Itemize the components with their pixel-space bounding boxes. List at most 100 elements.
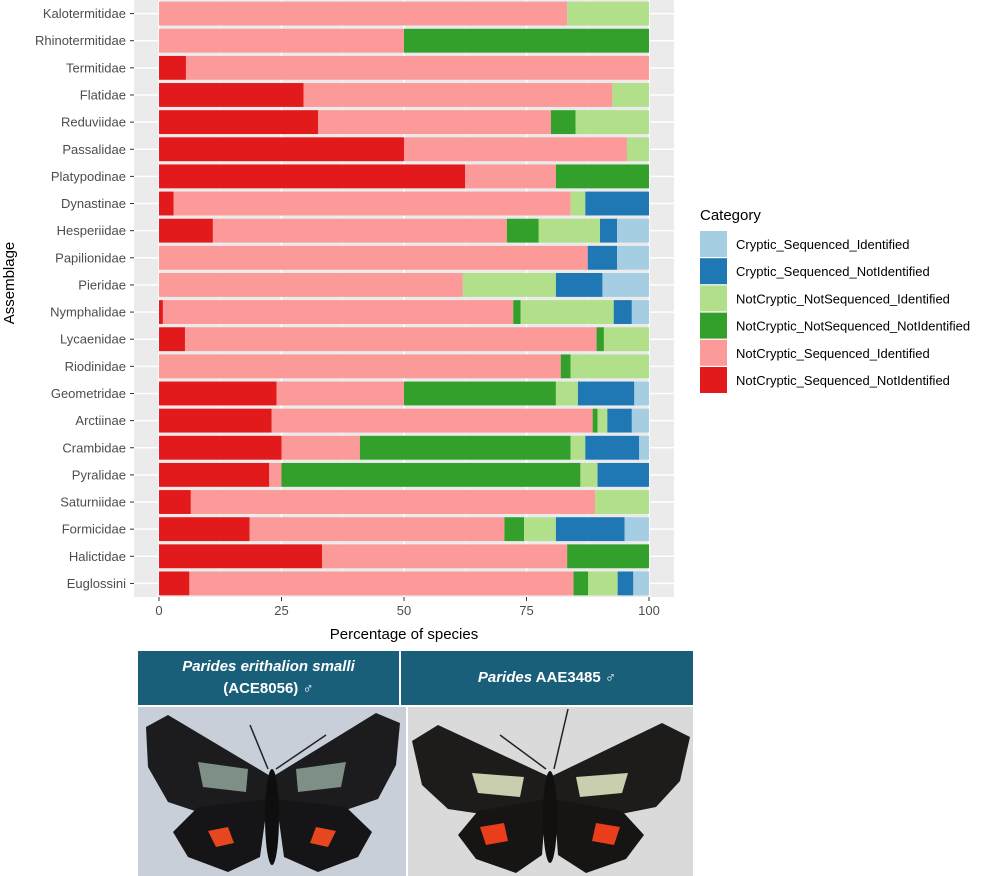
bar-segment [602, 272, 649, 297]
y-tick-label: Euglossini [67, 576, 126, 591]
stacked-bar-chart: Kalotermitidae Rhinotermitidae Termitidae F… [1, 0, 970, 643]
y-tick-label: Crambidae [62, 440, 126, 455]
bar-segment [212, 218, 507, 243]
bar-segment [555, 164, 649, 189]
x-tick-label: 50 [397, 603, 411, 618]
bar-segment [359, 435, 571, 460]
bar-segment [159, 300, 163, 325]
bar-segment [624, 517, 649, 542]
bar-segment [555, 381, 578, 406]
bar-segment [513, 300, 521, 325]
y-tick-label: Termitidae [66, 60, 126, 75]
bar-segment [159, 218, 213, 243]
bar-segment [404, 28, 649, 53]
legend-swatch [700, 367, 727, 393]
bar-segment [634, 381, 649, 406]
y-tick-label: Pieridae [78, 277, 126, 292]
bar-segment [555, 272, 603, 297]
bar-segment [189, 571, 574, 596]
y-tick-label: Saturniidae [60, 495, 126, 510]
bar-segment [276, 381, 404, 406]
bar-segment [303, 83, 613, 107]
bar-segment [506, 218, 539, 243]
bar-segment [159, 381, 277, 406]
y-tick-label: Platypodinae [51, 169, 126, 184]
bar-segment [600, 218, 618, 243]
bar-segment [281, 435, 360, 460]
bar-segment [617, 571, 634, 596]
specimen-name-left: Parides erithalion smalli [182, 658, 355, 675]
x-tick-label: 25 [274, 603, 288, 618]
x-axis-title: Percentage of species [330, 626, 478, 643]
bar-segment [580, 462, 598, 487]
y-tick-label: Pyralidae [72, 467, 126, 482]
bar-segment [159, 354, 561, 379]
bar-segment [570, 435, 586, 460]
bar-segment [159, 462, 270, 487]
bar-segment [159, 110, 319, 135]
y-tick-label: Passalidae [62, 142, 126, 157]
bar-segment [318, 110, 551, 135]
legend-label: NotCryptic_Sequenced_Identified [736, 346, 930, 361]
bar-segment [159, 245, 588, 270]
bar-segment [462, 272, 556, 297]
bar-segment [162, 300, 514, 325]
y-tick-label: Dynastinae [61, 196, 126, 211]
specimen-header-right: Parides AAE3485 ♂ [401, 651, 693, 705]
bar-segment [520, 300, 614, 325]
y-tick-label: Formicidae [62, 522, 126, 537]
bar-segment [570, 354, 649, 379]
bar-segment [588, 571, 618, 596]
bar-segment [597, 408, 608, 433]
bar-segment [173, 191, 571, 216]
bar-segment [159, 164, 466, 189]
bar-segment [613, 300, 632, 325]
bar-segment [504, 517, 525, 542]
y-tick-label: Rhinotermitidae [35, 33, 126, 48]
x-tick-label: 75 [519, 603, 533, 618]
legend-label: Cryptic_Sequenced_Identified [736, 237, 909, 252]
bars [159, 1, 649, 596]
specimen-photo-panel: Parides erithalion smalli (ACE8056) ♂ Pa… [138, 651, 693, 876]
bar-segment [159, 327, 185, 352]
bar-segment [633, 571, 649, 596]
y-tick-label: Nymphalidae [50, 305, 126, 320]
bar-segment [404, 137, 627, 162]
bar-segment [631, 300, 649, 325]
bar-segment [159, 517, 250, 542]
bar-segment [159, 544, 323, 569]
bar-segment [560, 354, 571, 379]
bar-segment [587, 245, 618, 270]
bar-segment [281, 462, 581, 487]
x-tick-label: 0 [155, 603, 162, 618]
legend-label: NotCryptic_Sequenced_NotIdentified [736, 373, 950, 388]
butterfly-photo-left [138, 707, 406, 876]
bar-segment [159, 1, 568, 26]
bar-segment [271, 408, 593, 433]
y-tick-label: Hesperiidae [57, 223, 126, 238]
bar-segment [575, 110, 649, 135]
bar-segment [404, 381, 556, 406]
bar-segment [585, 435, 640, 460]
bar-segment [573, 571, 589, 596]
y-tick-label: Kalotermitidae [43, 6, 126, 21]
legend-title: Category [700, 207, 761, 224]
bar-segment [585, 191, 649, 216]
y-tick-label: Halictidae [69, 549, 126, 564]
bar-segment [592, 408, 598, 433]
y-tick-label: Papilionidae [55, 250, 126, 265]
bar-segment [567, 544, 649, 569]
y-tick-label: Riodinidae [65, 359, 126, 374]
bar-segment [603, 327, 649, 352]
bar-segment [159, 83, 304, 107]
butterfly-photo-right [408, 707, 693, 876]
y-tick-label: Reduviidae [61, 115, 126, 130]
y-tick-label: Lycaenidae [60, 332, 126, 347]
bar-segment [184, 327, 597, 352]
bar-segment [190, 490, 596, 514]
bar-segment [538, 218, 600, 243]
bar-segment [617, 245, 649, 270]
legend-label: NotCryptic_NotSequenced_NotIdentified [736, 319, 970, 334]
specimen-name-right: Parides [477, 669, 533, 686]
bar-segment [159, 272, 463, 297]
